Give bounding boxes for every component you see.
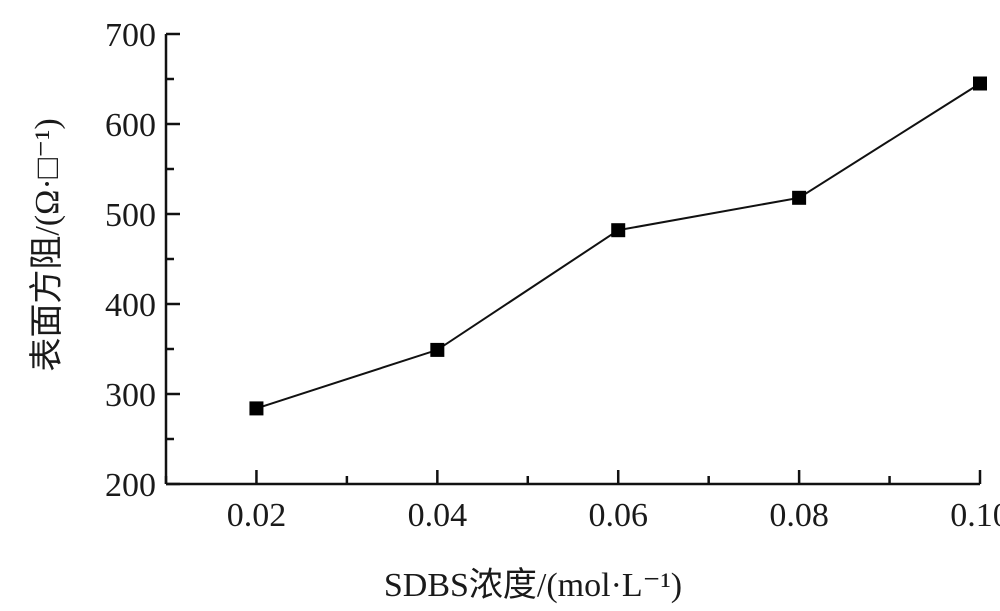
y-tick-label: 400 (105, 287, 156, 324)
data-markers (249, 76, 987, 416)
y-axis-title: 表面方阻/(Ω·□⁻¹) (28, 118, 66, 371)
y-tick-label: 700 (105, 17, 156, 54)
y-tick-label: 500 (105, 197, 156, 234)
y-tick-label: 300 (105, 377, 156, 414)
y-ticks: 200 300 400 500 600 700 (105, 17, 180, 504)
x-axis-title: SDBS浓度/(mol·L⁻¹) (384, 566, 682, 604)
x-tick-label: 0.02 (227, 497, 287, 534)
series-line (256, 82, 981, 410)
x-tick-label: 0.08 (769, 497, 829, 534)
x-tick-label: 0.06 (588, 497, 648, 534)
x-tick-label: 0.04 (408, 497, 468, 534)
x-tick-label: 0.10 (950, 497, 1000, 534)
data-point (430, 342, 445, 357)
x-ticks: 0.02 0.04 0.06 0.08 0.10 (164, 470, 1000, 534)
y-tick-label: 600 (105, 107, 156, 144)
data-point (973, 76, 987, 91)
data-point (611, 223, 626, 238)
data-point (249, 401, 264, 416)
y-tick-label: 200 (105, 467, 156, 504)
data-point (792, 190, 807, 205)
